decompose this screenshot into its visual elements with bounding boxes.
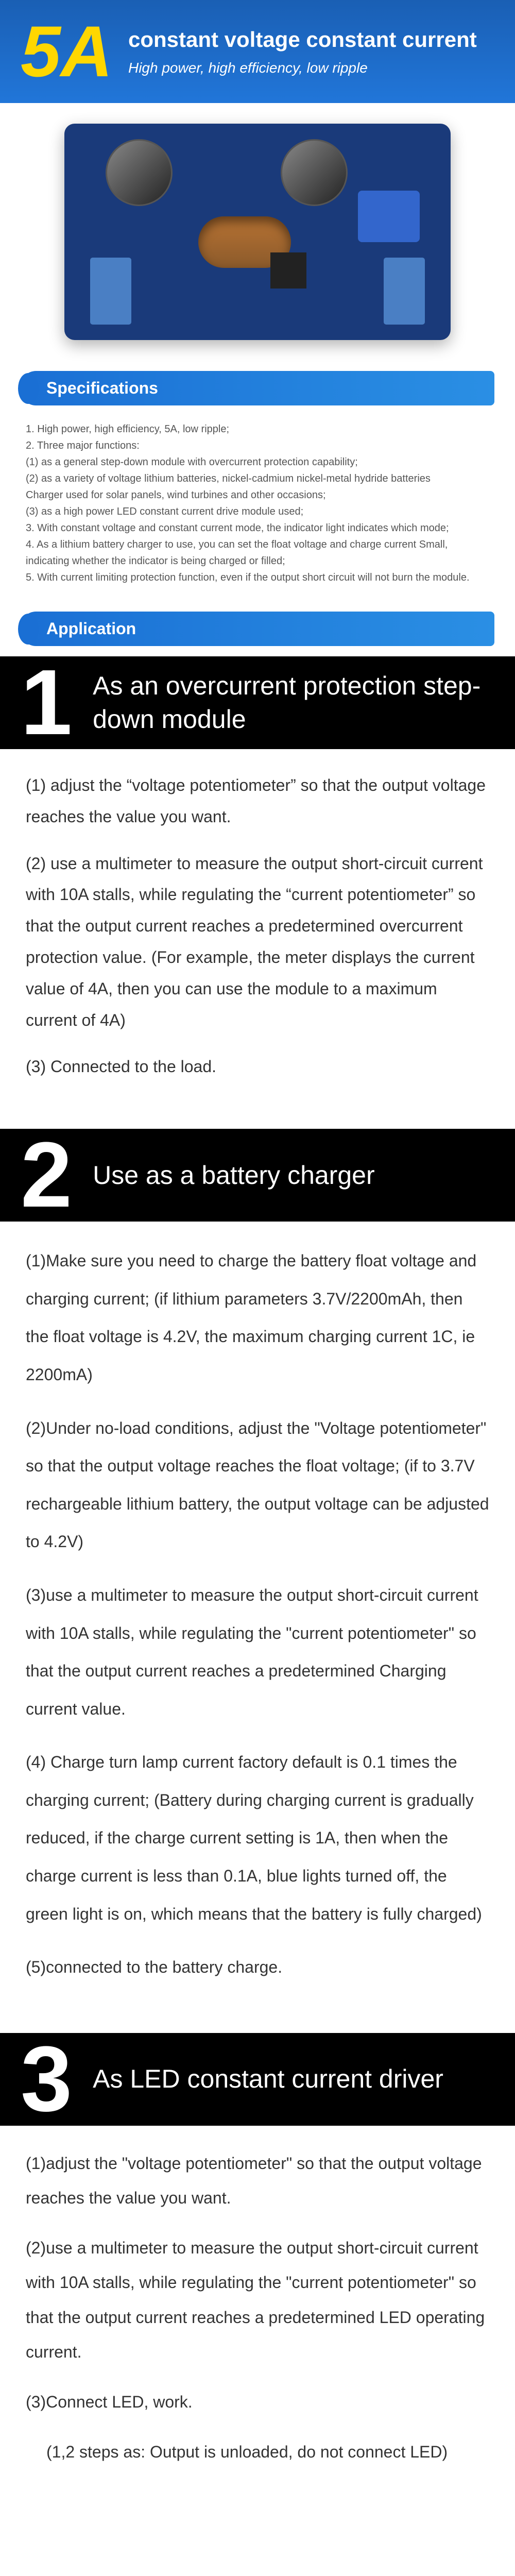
spec-line: (3) as a high power LED constant current…	[26, 503, 489, 520]
spec-line: Charger used for solar panels, wind turb…	[26, 487, 489, 503]
pcb-illustration	[64, 124, 451, 340]
specs-body: 1. High power, high efficiency, 5A, low …	[0, 416, 515, 601]
app2-body: (1)Make sure you need to charge the batt…	[0, 1232, 515, 2023]
spec-line: 1. High power, high efficiency, 5A, low …	[26, 421, 489, 437]
app2-para: (1)Make sure you need to charge the batt…	[26, 1242, 489, 1394]
app3-number: 3	[0, 2033, 93, 2126]
spec-line: 5. With current limiting protection func…	[26, 569, 489, 586]
product-image	[0, 103, 515, 361]
app1-header: 1 As an overcurrent protection step-down…	[0, 656, 515, 749]
terminal-icon	[384, 258, 425, 325]
header-titles: constant voltage constant current High p…	[128, 27, 494, 76]
app3-para: (3)Connect LED, work.	[26, 2385, 489, 2419]
capacitor-icon	[106, 139, 173, 206]
main-title: constant voltage constant current	[128, 27, 494, 52]
application-header: Application	[21, 612, 494, 646]
chip-icon	[270, 252, 306, 289]
spec-line: (1) as a general step-down module with o…	[26, 454, 489, 470]
app2-para: (5)connected to the battery charge.	[26, 1948, 489, 1987]
app2-para: (2)Under no-load conditions, adjust the …	[26, 1410, 489, 1561]
terminal-icon	[90, 258, 131, 325]
app2-number: 2	[0, 1129, 93, 1222]
app1-number: 1	[0, 656, 93, 749]
app1-title: As an overcurrent protection step-down m…	[93, 659, 515, 747]
app2-para: (4) Charge turn lamp current factory def…	[26, 1743, 489, 1933]
app1-para: (3) Connected to the load.	[26, 1051, 489, 1082]
app1-body: (1) adjust the “voltage potentiometer” s…	[0, 759, 515, 1118]
app3-body: (1)adjust the "voltage potentiometer" so…	[0, 2136, 515, 2506]
capacitor-icon	[281, 139, 348, 206]
app3-para: (1,2 steps as: Output is unloaded, do no…	[26, 2435, 489, 2469]
app1-para: (2) use a multimeter to measure the outp…	[26, 848, 489, 1036]
app2-title: Use as a battery charger	[93, 1148, 390, 1202]
app2-para: (3)use a multimeter to measure the outpu…	[26, 1577, 489, 1728]
specs-header: Specifications	[21, 371, 494, 405]
spec-line: 3. With constant voltage and constant cu…	[26, 520, 489, 536]
app3-header: 3 As LED constant current driver	[0, 2033, 515, 2126]
spec-line: 2. Three major functions:	[26, 437, 489, 454]
app3-para: (2)use a multimeter to measure the outpu…	[26, 2231, 489, 2369]
spec-line: (2) as a variety of voltage lithium batt…	[26, 470, 489, 487]
badge-5a: 5A	[21, 15, 113, 88]
application-title: Application	[46, 619, 136, 638]
subtitle: High power, high efficiency, low ripple	[128, 60, 494, 76]
app2-header: 2 Use as a battery charger	[0, 1129, 515, 1222]
specs-title: Specifications	[46, 379, 158, 397]
spec-line: 4. As a lithium battery charger to use, …	[26, 536, 489, 569]
app3-title: As LED constant current driver	[93, 2052, 459, 2106]
top-header: 5A constant voltage constant current Hig…	[0, 0, 515, 103]
app3-para: (1)adjust the "voltage potentiometer" so…	[26, 2146, 489, 2215]
app1-para: (1) adjust the “voltage potentiometer” s…	[26, 770, 489, 833]
potentiometer-icon	[358, 191, 420, 242]
